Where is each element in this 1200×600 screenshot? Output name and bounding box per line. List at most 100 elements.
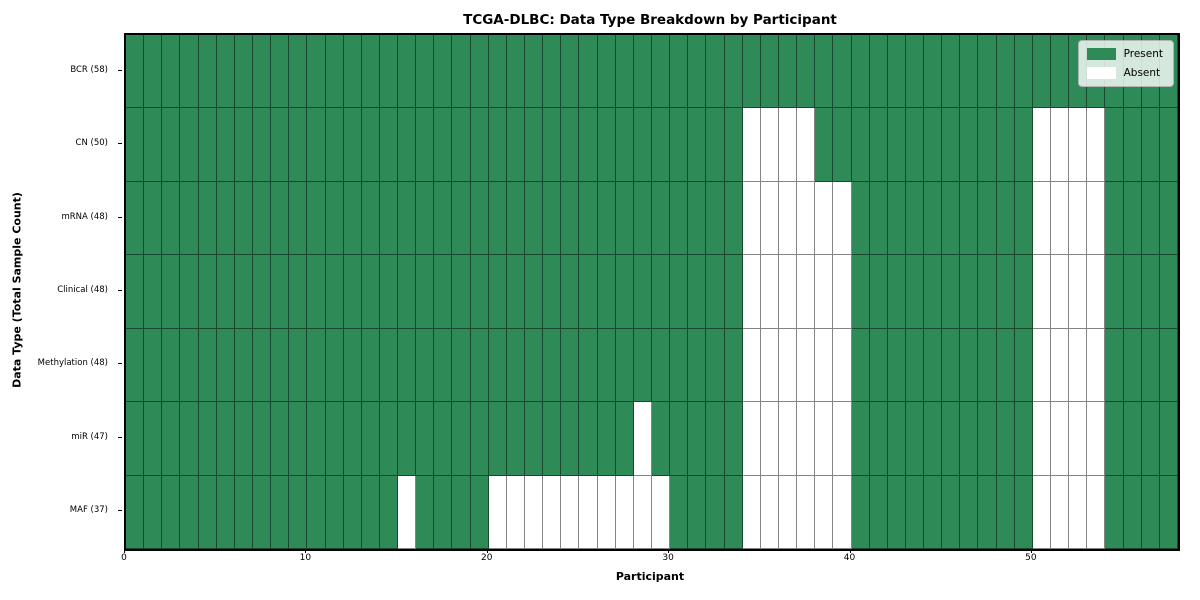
- heatmap-cell: [724, 328, 743, 403]
- heatmap-cell: [579, 475, 598, 549]
- heatmap-cell: [797, 181, 816, 256]
- heatmap-cell: [1105, 328, 1124, 403]
- heatmap-cell: [760, 475, 779, 549]
- heatmap-cell: [905, 255, 925, 329]
- heatmap-cell: [652, 108, 671, 182]
- heatmap-cell: [1159, 475, 1178, 549]
- heatmap-cell: [198, 402, 217, 476]
- heatmap-cell: [1069, 108, 1088, 182]
- heatmap-cell: [851, 475, 870, 549]
- heatmap-cell: [180, 402, 199, 476]
- heatmap-cell: [289, 35, 308, 109]
- heatmap-cell: [506, 475, 526, 549]
- heatmap-cell: [561, 255, 580, 329]
- heatmap-cell: [851, 108, 870, 182]
- heatmap-cell: [706, 328, 725, 403]
- y-tick-label: CN (50): [75, 138, 108, 149]
- heatmap-cell: [815, 35, 834, 109]
- heatmap-cell: [924, 181, 943, 256]
- heatmap-cell: [488, 402, 507, 476]
- heatmap-cell: [252, 328, 272, 403]
- heatmap-cell: [1159, 181, 1178, 256]
- heatmap-cell: [724, 255, 743, 329]
- heatmap-cell: [1014, 35, 1033, 109]
- heatmap-cell: [688, 255, 707, 329]
- heatmap-cell: [1087, 402, 1106, 476]
- heatmap-cell: [978, 181, 997, 256]
- heatmap-cell: [688, 328, 707, 403]
- heatmap-cell: [416, 181, 435, 256]
- heatmap-cell: [343, 181, 362, 256]
- heatmap-cell: [434, 475, 453, 549]
- heatmap-cell: [942, 328, 961, 403]
- heatmap-cell: [670, 255, 689, 329]
- heatmap-cell: [452, 475, 471, 549]
- heatmap-cell: [1051, 402, 1070, 476]
- heatmap-cell: [325, 402, 344, 476]
- heatmap-cell: [597, 181, 616, 256]
- heatmap-cell: [597, 328, 616, 403]
- heatmap-cell: [887, 475, 906, 549]
- heatmap-cell: [525, 328, 544, 403]
- heatmap-cell: [162, 108, 181, 182]
- heatmap-cell: [506, 181, 526, 256]
- heatmap-cell: [833, 181, 852, 256]
- heatmap-cell: [652, 402, 671, 476]
- heatmap-cell: [216, 402, 235, 476]
- heatmap-cell: [252, 475, 272, 549]
- heatmap-cell: [778, 181, 798, 256]
- heatmap-cell: [942, 475, 961, 549]
- heatmap-cell: [216, 255, 235, 329]
- heatmap-cell: [1105, 255, 1124, 329]
- x-tick-label: 20: [481, 553, 493, 563]
- heatmap-cell: [198, 181, 217, 256]
- y-tick-label: Clinical (48): [57, 285, 108, 295]
- heatmap-cell: [379, 328, 399, 403]
- heatmap-cell: [216, 108, 235, 182]
- heatmap-cell: [416, 475, 435, 549]
- heatmap-cell: [1069, 402, 1088, 476]
- heatmap-cell: [398, 181, 417, 256]
- heatmap-cell: [126, 181, 145, 256]
- heatmap-cell: [688, 475, 707, 549]
- heatmap-cell: [978, 402, 997, 476]
- heatmap-cell: [1087, 108, 1106, 182]
- heatmap-cell: [597, 402, 616, 476]
- heatmap-cell: [924, 108, 943, 182]
- heatmap-cell: [942, 255, 961, 329]
- heatmap-cell: [398, 328, 417, 403]
- heatmap-cell: [216, 35, 235, 109]
- heatmap-cell: [815, 255, 834, 329]
- heatmap-cell: [1051, 328, 1070, 403]
- heatmap-cell: [1032, 108, 1052, 182]
- heatmap-cell: [833, 402, 852, 476]
- heatmap-cell: [833, 35, 852, 109]
- heatmap-cell: [543, 181, 562, 256]
- heatmap-cell: [706, 475, 725, 549]
- heatmap-cell: [996, 181, 1015, 256]
- heatmap-cell: [525, 181, 544, 256]
- heatmap-cell: [434, 328, 453, 403]
- heatmap-cell: [670, 181, 689, 256]
- heatmap-cell: [1069, 255, 1088, 329]
- heatmap-cell: [180, 181, 199, 256]
- heatmap-cell: [1141, 328, 1160, 403]
- heatmap-cell: [706, 35, 725, 109]
- heatmap-cell: [760, 181, 779, 256]
- heatmap-cell: [343, 255, 362, 329]
- heatmap-cell: [815, 328, 834, 403]
- heatmap-cell: [416, 108, 435, 182]
- heatmap-cell: [198, 255, 217, 329]
- heatmap-cell: [561, 475, 580, 549]
- heatmap-cell: [361, 108, 380, 182]
- heatmap-cell: [887, 35, 906, 109]
- heatmap-cell: [1159, 108, 1178, 182]
- heatmap-cell: [470, 328, 489, 403]
- chart-title: TCGA-DLBC: Data Type Breakdown by Partic…: [463, 12, 837, 28]
- heatmap-cell: [851, 255, 870, 329]
- heatmap-cell: [688, 108, 707, 182]
- heatmap-cell: [797, 108, 816, 182]
- heatmap-cell: [452, 328, 471, 403]
- heatmap-cell: [996, 475, 1015, 549]
- heatmap-cell: [724, 475, 743, 549]
